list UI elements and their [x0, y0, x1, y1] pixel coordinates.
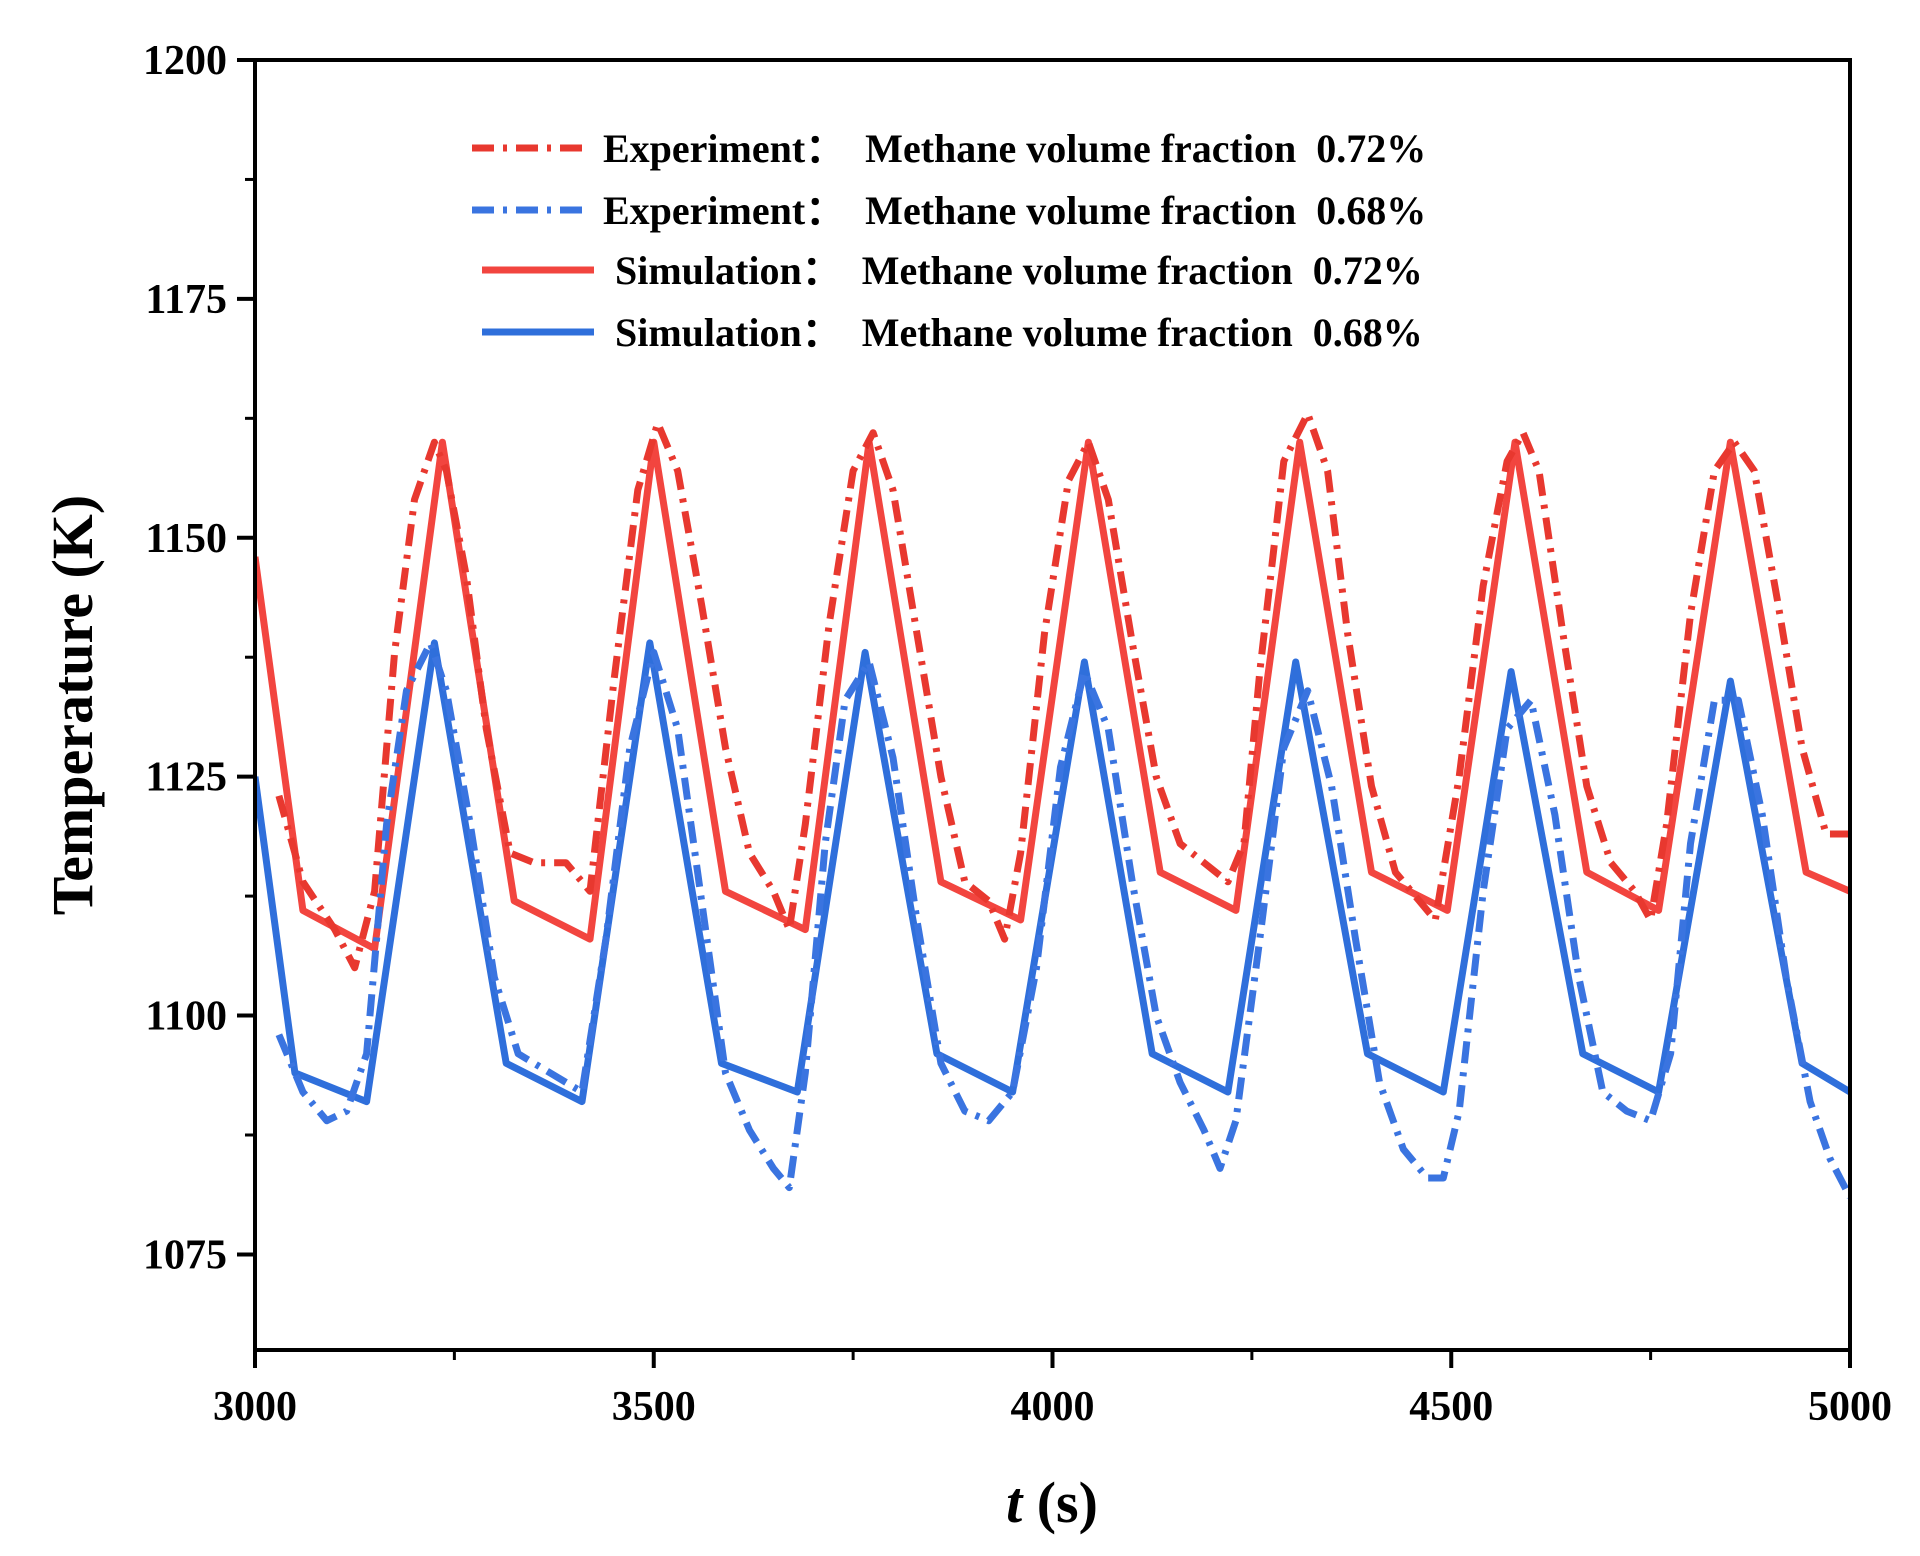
- x-tick-label-3500: 3500: [612, 1384, 696, 1430]
- y-tick-label-1200: 1200: [143, 38, 227, 84]
- x-tick-label-3000: 3000: [213, 1384, 297, 1430]
- x-tick-label-4500: 4500: [1409, 1384, 1493, 1430]
- x-axis-title-unit: (s): [1022, 1470, 1098, 1535]
- x-axis: 3000 3500 4000 4500 5000: [213, 1350, 1892, 1430]
- y-tick-label-1125: 1125: [145, 755, 227, 801]
- legend-label-1: Experiment： Methane volume fraction 0.68…: [603, 188, 1426, 233]
- x-axis-title: t (s): [1006, 1470, 1098, 1535]
- y-axis-title: Temperature (K): [40, 495, 105, 915]
- series-layer: [255, 410, 1850, 1199]
- legend-label-3: Simulation： Methane volume fraction 0.68…: [615, 310, 1423, 355]
- legend-label-2: Simulation： Methane volume fraction 0.72…: [615, 248, 1423, 293]
- x-tick-label-5000: 5000: [1808, 1384, 1892, 1430]
- y-tick-label-1100: 1100: [145, 994, 227, 1040]
- y-tick-label-1175: 1175: [145, 277, 227, 323]
- x-axis-title-variable: t: [1006, 1470, 1024, 1535]
- legend-label-0: Experiment： Methane volume fraction 0.72…: [603, 126, 1426, 171]
- x-tick-label-4000: 4000: [1011, 1384, 1095, 1430]
- legend: Experiment： Methane volume fraction 0.72…: [472, 126, 1426, 355]
- series-line-0: [275, 410, 1850, 972]
- series-line-3: [255, 639, 1850, 1106]
- y-tick-label-1075: 1075: [143, 1232, 227, 1278]
- y-tick-label-1150: 1150: [145, 516, 227, 562]
- y-axis: 1075 1100 1125 1150 1175 1200: [143, 38, 255, 1278]
- series-line-1: [275, 639, 1850, 1199]
